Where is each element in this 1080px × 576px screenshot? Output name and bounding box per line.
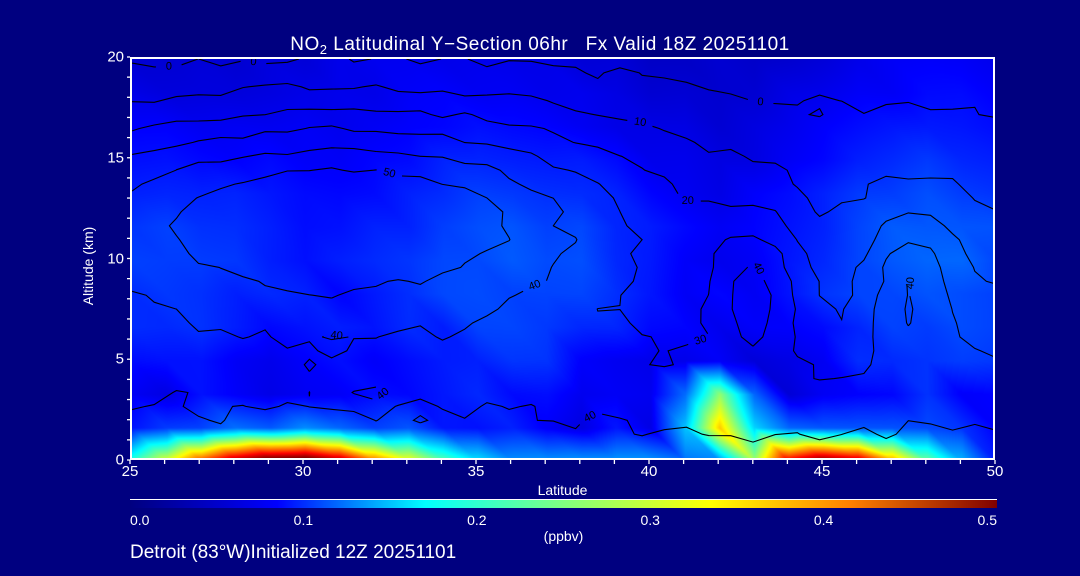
svg-text:0: 0	[250, 59, 258, 68]
svg-text:0: 0	[166, 61, 172, 73]
svg-text:40: 40	[904, 277, 917, 290]
svg-text:40: 40	[374, 385, 391, 402]
svg-text:10: 10	[633, 115, 647, 129]
svg-text:40: 40	[582, 409, 598, 425]
svg-text:30: 30	[693, 333, 708, 348]
svg-text:50: 50	[382, 166, 397, 181]
svg-text:0: 0	[757, 96, 764, 109]
svg-text:40: 40	[330, 329, 343, 342]
svg-text:40: 40	[750, 260, 766, 276]
svg-text:20: 20	[682, 195, 694, 207]
svg-text:40: 40	[527, 278, 543, 294]
